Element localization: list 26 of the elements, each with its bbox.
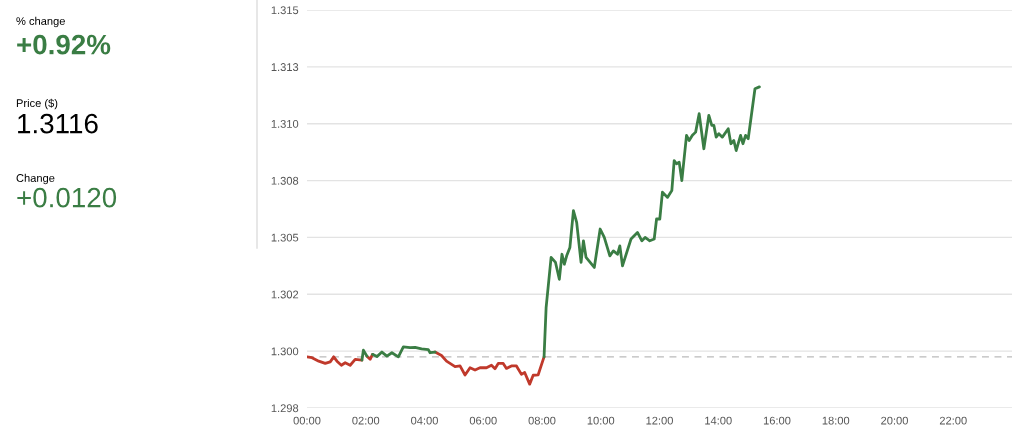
x-tick-label: 08:00: [528, 416, 556, 425]
y-tick-label: 1.310: [271, 119, 299, 128]
x-tick-label: 20:00: [881, 416, 908, 425]
x-tick-label: 02:00: [352, 416, 380, 425]
text: +0.0120: [17, 187, 117, 208]
y-tick-label: 1.300: [271, 347, 299, 356]
text: % change: [16, 16, 65, 28]
y-tick-label: 1.313: [271, 63, 299, 71]
y-tick-label: 1.302: [271, 290, 299, 299]
text: Change: [16, 173, 55, 185]
y-tick-label: 1.315: [271, 6, 299, 15]
y-tick-label: 1.308: [271, 176, 299, 185]
x-tick-label: 18:00: [822, 416, 850, 425]
x-tick-label: 10:00: [587, 416, 615, 425]
text: 1.3116: [18, 113, 98, 134]
x-tick-label: 16:00: [763, 416, 791, 425]
y-tick-label: 1.298: [271, 404, 299, 413]
x-tick-label: 00:00: [293, 416, 321, 425]
x-tick-label: 06:00: [469, 416, 497, 425]
x-tick-label: 22:00: [939, 416, 967, 425]
y-tick-label: 1.305: [271, 233, 299, 242]
text: Price ($): [16, 98, 58, 110]
x-tick-label: 04:00: [411, 416, 438, 425]
x-tick-label: 14:00: [705, 416, 732, 425]
text: +0.92%: [17, 34, 111, 55]
x-tick-label: 12:00: [646, 416, 673, 425]
